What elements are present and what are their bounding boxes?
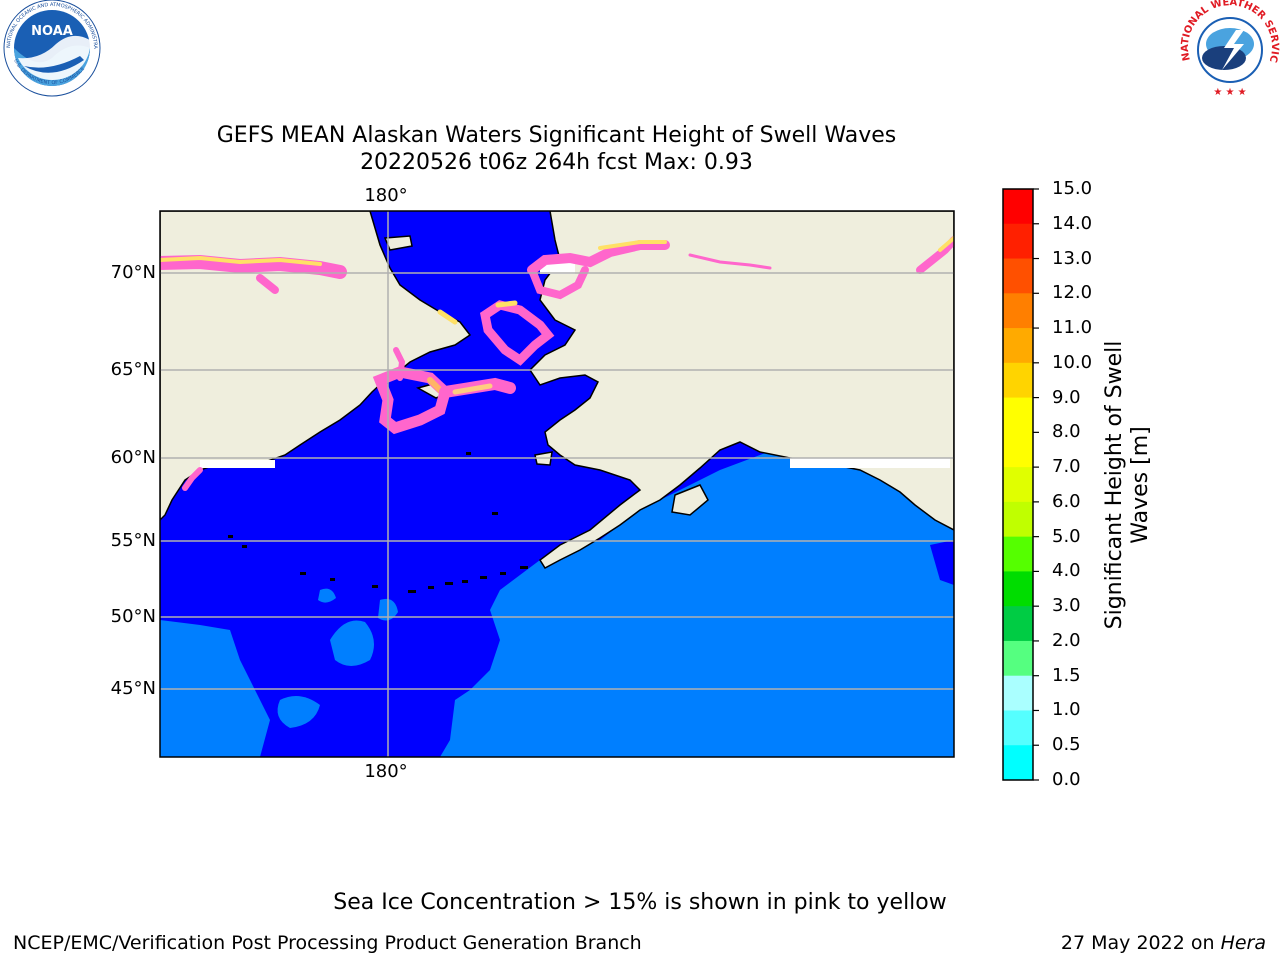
colorbar-segment — [1003, 467, 1033, 503]
colorbar-segment — [1003, 536, 1033, 572]
colorbar-tick-label: 7.0 — [1052, 456, 1081, 478]
colorbar-segment — [1003, 432, 1033, 468]
no-data-strip — [540, 262, 575, 274]
lon-label-bottom: 180° — [364, 761, 408, 782]
colorbar-segment — [1003, 606, 1033, 642]
colorbar-segment — [1003, 745, 1033, 781]
colorbar-tick-label: 14.0 — [1052, 212, 1093, 234]
colorbar-segment — [1003, 501, 1033, 538]
colorbar-tick-label: 3.0 — [1052, 595, 1081, 617]
colorbar-segment — [1003, 397, 1033, 433]
ocean-low-patch — [930, 540, 954, 585]
footer-host: Hera — [1220, 932, 1266, 954]
colorbar-segment — [1003, 571, 1033, 607]
lat-label-65: 65°N — [110, 359, 156, 380]
noaa-logo: NOAA NATIONAL OCEANIC AND ATMOSPHERIC AD… — [0, 0, 104, 100]
colorbar-tick-label: 0.5 — [1052, 734, 1081, 756]
no-data-strip — [790, 458, 950, 468]
map-area — [160, 211, 954, 757]
colorbar-tick-label: 8.0 — [1052, 421, 1081, 443]
colorbar-segment — [1003, 640, 1033, 677]
colorbar-tick-label: 12.0 — [1052, 282, 1093, 304]
colorbar-tick-label: 5.0 — [1052, 525, 1081, 547]
map-frame — [159, 210, 955, 758]
land-kodiak — [671, 484, 709, 516]
no-data-strip — [200, 460, 275, 468]
lat-label-50: 50°N — [110, 606, 156, 627]
colorbar-tick-label: 9.0 — [1052, 386, 1081, 408]
colorbar-frame — [1002, 188, 1034, 781]
chart-title: GEFS MEAN Alaskan Waters Significant Hei… — [216, 123, 897, 148]
footer-left: NCEP/EMC/Verification Post Processing Pr… — [13, 932, 642, 954]
noaa-logo-text: NOAA — [31, 24, 73, 39]
sea-ice-note: Sea Ice Concentration > 15% is shown in … — [333, 890, 947, 915]
colorbar-segment — [1003, 189, 1033, 225]
lat-label-45: 45°N — [110, 678, 156, 699]
lat-label-60: 60°N — [110, 447, 156, 468]
colorbar-segment — [1003, 293, 1033, 329]
colorbar-segment — [1003, 362, 1033, 399]
colorbar-tick-label: 1.0 — [1052, 699, 1081, 721]
colorbar-tick-label: 0.0 — [1052, 769, 1081, 790]
colorbar-tick-label: 6.0 — [1052, 490, 1081, 512]
svg-text:★ ★ ★: ★ ★ ★ — [1213, 87, 1246, 98]
nws-logo: NATIONAL WEATHER SERVICE ★ ★ ★ — [1175, 0, 1280, 100]
lat-label-70: 70°N — [110, 262, 156, 283]
colorbar — [1002, 188, 1039, 781]
lon-label-top: 180° — [364, 185, 408, 206]
sea-ice — [160, 236, 954, 491]
colorbar-tick-label: 4.0 — [1052, 560, 1081, 582]
colorbar-tick-label: 11.0 — [1052, 317, 1093, 339]
ocean-mid-patch — [277, 696, 320, 728]
colorbar-segment — [1003, 675, 1033, 711]
colorbar-label-line1: Significant Height of Swell — [1102, 340, 1127, 630]
colorbar-segment — [1003, 710, 1033, 746]
footer-right: 27 May 2022 on Hera — [1061, 932, 1266, 954]
graticule — [160, 211, 954, 757]
lat-label-55: 55°N — [110, 530, 156, 551]
chart-subtitle: 20220526 t06z 264h fcst Max: 0.93 — [360, 150, 753, 175]
colorbar-segment — [1003, 258, 1033, 294]
colorbar-tick-label: 13.0 — [1052, 247, 1093, 269]
ocean-mid-patch — [318, 588, 336, 603]
footer-date: 27 May 2022 on — [1060, 932, 1221, 954]
colorbar-label-line2: Waves [m] — [1128, 426, 1153, 544]
colorbar-tick-label: 2.0 — [1052, 629, 1081, 651]
ocean-mid-patch — [330, 620, 374, 666]
colorbar-segment — [1003, 223, 1033, 260]
colorbar-tick-label: 15.0 — [1052, 178, 1093, 199]
colorbar-tick-label: 10.0 — [1052, 351, 1093, 373]
aleutian-islands — [228, 452, 528, 593]
colorbar-tick-label: 1.5 — [1052, 664, 1081, 686]
colorbar-segment — [1003, 328, 1033, 364]
